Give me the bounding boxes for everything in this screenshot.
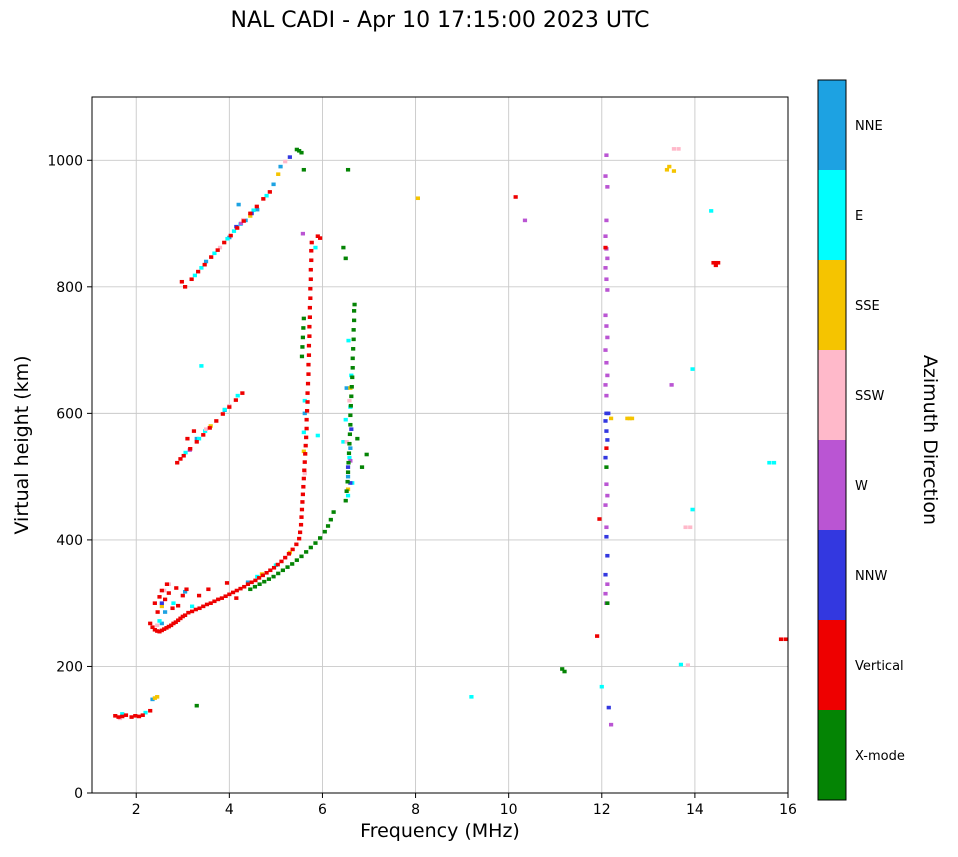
y-tick-label: 200	[56, 659, 83, 675]
scatter-series-X-mode	[194, 147, 610, 708]
colorbar-segment-W	[818, 440, 846, 530]
colorbar-label-X-mode: X-mode	[855, 749, 905, 764]
y-tick-label: 600	[56, 406, 83, 422]
colorbar-label-SSW: SSW	[855, 389, 885, 404]
axis-ticks: 2 4 6 8 10 12 14 16 0 200 400 600 800 1000	[47, 153, 797, 818]
colorbar-segment-NNW	[818, 530, 846, 620]
x-tick-label: 2	[132, 802, 141, 818]
y-tick-label: 1000	[47, 153, 83, 169]
colorbar: NNE E SSE SSW W NNW Vertical X-mode	[817, 79, 905, 801]
x-tick-label: 4	[225, 802, 234, 818]
scatter-series-Vertical	[113, 190, 788, 719]
colorbar-segment-SSW	[818, 350, 846, 440]
colorbar-segment-Vertical	[818, 620, 846, 710]
x-tick-label: 12	[593, 802, 611, 818]
x-tick-label: 8	[411, 802, 420, 818]
colorbar-segment-NNE	[818, 80, 846, 170]
plot-border	[91, 96, 789, 794]
colorbar-label-W: W	[855, 479, 868, 494]
colorbar-segment-X-mode	[818, 710, 846, 800]
scatter-series-W	[187, 153, 674, 727]
colorbar-label-Vertical: Vertical	[855, 659, 904, 674]
colorbar-segment-SSE	[818, 260, 846, 350]
gridlines	[92, 97, 789, 794]
y-tick-label: 800	[56, 280, 83, 296]
y-tick-label: 0	[74, 786, 83, 802]
x-tick-label: 16	[779, 802, 797, 818]
x-axis-label: Frequency (MHz)	[360, 820, 520, 842]
scatter-series-SSE	[152, 164, 677, 700]
x-tick-label: 6	[318, 802, 327, 818]
scatter-series-E	[120, 193, 777, 716]
colorbar-label-SSE: SSE	[855, 299, 880, 314]
colorbar-label-NNE: NNE	[855, 119, 883, 134]
chart-title: NAL CADI - Apr 10 17:15:00 2023 UTC	[230, 8, 650, 33]
y-tick-label: 400	[56, 533, 83, 549]
colorbar-label-NNW: NNW	[855, 569, 887, 584]
colorbar-label-E: E	[855, 209, 863, 224]
x-tick-label: 14	[686, 802, 704, 818]
x-tick-label: 10	[500, 802, 518, 818]
colorbar-segment-E	[818, 170, 846, 260]
